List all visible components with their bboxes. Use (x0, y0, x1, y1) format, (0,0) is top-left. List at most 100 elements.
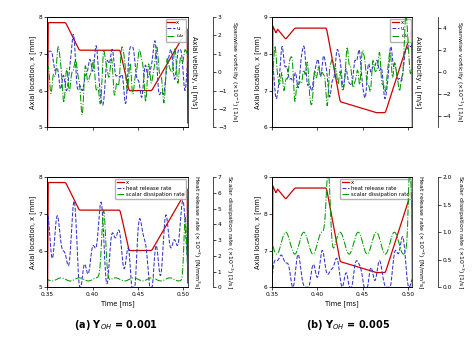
$\omega_z$ (160, 94, 166, 98)
heat release rate (407, 285, 412, 289)
Legend: x, heat release rate, scalar dissipation rate: x, heat release rate, scalar dissipation… (340, 179, 411, 199)
x (406, 196, 412, 200)
$\omega_z$ (410, 68, 415, 73)
u (100, 103, 105, 107)
$\omega_z$ (384, 70, 390, 75)
scalar dissipation rate (111, 276, 117, 280)
$\omega_z$ (324, 104, 330, 108)
heat release rate (353, 260, 359, 264)
scalar dissipation rate (128, 276, 134, 280)
$\omega_z$ (79, 113, 85, 117)
$\omega_z$ (113, 89, 118, 93)
heat release rate (180, 199, 185, 203)
heat release rate (112, 236, 118, 240)
u (406, 43, 412, 48)
heat release rate (77, 285, 83, 289)
$\omega_z$ (353, 77, 359, 81)
heat release rate (336, 266, 342, 270)
Line: x: x (272, 186, 412, 342)
Y-axis label: Axial location, x [mm]: Axial location, x [mm] (254, 196, 261, 269)
scalar dissipation rate (112, 276, 118, 280)
u (185, 63, 191, 67)
x (46, 21, 51, 25)
scalar dissipation rate (384, 250, 390, 254)
scalar dissipation rate (45, 281, 50, 286)
u (337, 56, 343, 61)
Legend: x, u, $\omega_z$: x, u, $\omega_z$ (390, 19, 411, 42)
u (112, 67, 118, 71)
x (410, 134, 415, 138)
heat release rate (302, 285, 308, 289)
Text: (a) Y$_{OH}$ = 0.001: (a) Y$_{OH}$ = 0.001 (74, 318, 158, 332)
$\omega_z$ (337, 70, 343, 74)
x (128, 89, 134, 93)
x (112, 208, 118, 212)
u (121, 89, 127, 93)
Line: $\omega_z$: $\omega_z$ (272, 14, 412, 106)
$\omega_z$ (336, 77, 342, 81)
u (353, 58, 359, 63)
Legend: x, u, $\omega_z$: x, u, $\omega_z$ (165, 19, 186, 42)
x (337, 98, 343, 102)
scalar dissipation rate (346, 252, 351, 256)
heat release rate (45, 242, 50, 246)
scalar dissipation rate (101, 208, 107, 212)
$\omega_z$ (55, 44, 61, 49)
heat release rate (182, 219, 188, 223)
Line: u: u (47, 34, 188, 105)
x (111, 48, 117, 52)
Y-axis label: Axial velocity, u [m/s]: Axial velocity, u [m/s] (191, 36, 197, 108)
x (406, 36, 412, 40)
Legend: x, heat release rate, scalar dissipation rate: x, heat release rate, scalar dissipation… (116, 179, 186, 199)
scalar dissipation rate (185, 270, 191, 274)
$\omega_z$ (185, 59, 191, 63)
Line: u: u (272, 45, 412, 99)
x (336, 94, 342, 98)
heat release rate (160, 251, 165, 255)
scalar dissipation rate (269, 263, 275, 267)
scalar dissipation rate (325, 175, 330, 179)
Line: heat release rate: heat release rate (272, 237, 412, 287)
heat release rate (128, 280, 134, 285)
scalar dissipation rate (160, 278, 165, 282)
heat release rate (337, 273, 343, 277)
X-axis label: Time [ms]: Time [ms] (325, 300, 359, 307)
x (346, 102, 351, 106)
Y-axis label: Spanwise vorticity ($\times$10$^{-1}$) [1/s]: Spanwise vorticity ($\times$10$^{-1}$) [… (229, 22, 240, 123)
x (185, 121, 191, 125)
Y-axis label: Scalar dissipation rate ($\times$10$^{-3}$) [1/s]: Scalar dissipation rate ($\times$10$^{-3… (224, 175, 235, 289)
x (160, 229, 165, 234)
x (45, 325, 50, 329)
u (45, 61, 50, 65)
u (182, 89, 188, 93)
$\omega_z$ (346, 54, 351, 58)
Y-axis label: Axial location, x [mm]: Axial location, x [mm] (29, 196, 36, 269)
scalar dissipation rate (353, 234, 359, 238)
heat release rate (346, 279, 351, 283)
x (270, 184, 276, 188)
heat release rate (185, 269, 191, 273)
heat release rate (410, 280, 415, 284)
$\omega_z$ (128, 79, 134, 83)
scalar dissipation rate (406, 175, 412, 179)
x (160, 69, 165, 74)
Y-axis label: Axial location, x [mm]: Axial location, x [mm] (254, 36, 261, 109)
x (384, 264, 390, 268)
scalar dissipation rate (182, 220, 188, 224)
x (111, 208, 117, 212)
x (269, 184, 275, 188)
u (384, 82, 390, 87)
Line: scalar dissipation rate: scalar dissipation rate (47, 210, 188, 284)
Y-axis label: Heat release rate ($\times$10$^{-3}$) [N/mm$^3$s]: Heat release rate ($\times$10$^{-3}$) [N… (191, 175, 201, 289)
u (336, 52, 342, 56)
scalar dissipation rate (410, 233, 415, 237)
x (182, 32, 188, 36)
Line: heat release rate: heat release rate (47, 201, 188, 287)
x (337, 258, 343, 262)
x (384, 104, 390, 108)
Text: (b) Y$_{OH}$ = 0.005: (b) Y$_{OH}$ = 0.005 (306, 318, 391, 332)
u (346, 78, 351, 82)
x (353, 104, 359, 108)
u (128, 44, 134, 49)
x (182, 192, 188, 196)
